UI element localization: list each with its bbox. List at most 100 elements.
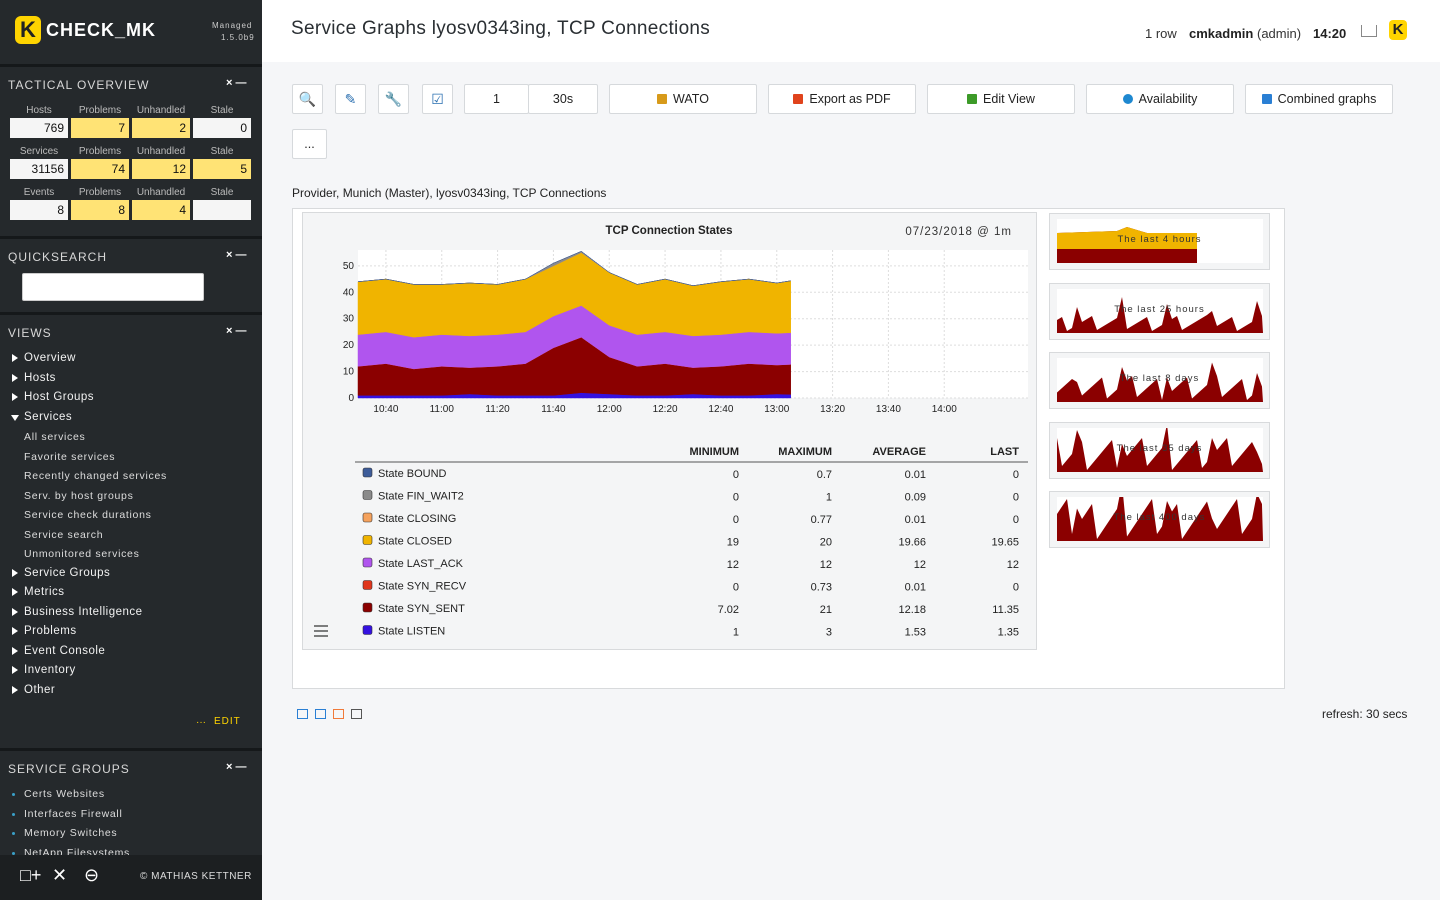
tactical-value[interactable]: 8 xyxy=(10,200,68,220)
logo-icon: K xyxy=(15,16,41,44)
service-group[interactable]: Interfaces Firewall xyxy=(24,807,123,820)
view-item[interactable]: Host Groups xyxy=(24,391,95,403)
button-label: Edit View xyxy=(983,92,1035,106)
thumbnail[interactable]: The last 4 hours xyxy=(1049,213,1270,270)
arrow-closed xyxy=(12,646,18,655)
k-logo[interactable]: K xyxy=(1389,20,1407,40)
icon-button[interactable]: 🔍 xyxy=(292,84,323,114)
x-tick-label: 11:40 xyxy=(541,404,566,415)
thumbnail[interactable]: The last 25 hours xyxy=(1049,282,1270,340)
thumbnail[interactable]: The last 400 days xyxy=(1049,491,1270,548)
icon-button[interactable]: ☑ xyxy=(422,84,453,114)
arrow-closed xyxy=(12,354,18,362)
view-item[interactable]: Hosts xyxy=(24,371,56,384)
tactical-value[interactable]: 8 xyxy=(71,200,129,220)
view-subitem[interactable]: Service search xyxy=(24,528,104,541)
thumbnail-graph xyxy=(1057,427,1263,472)
stat-value: 19 xyxy=(727,537,739,549)
stat-value: 0 xyxy=(733,514,739,526)
close-button[interactable]: × — xyxy=(226,761,247,773)
legend-name: State CLOSED xyxy=(378,536,452,548)
y-tick-label: 0 xyxy=(348,393,354,404)
role: (admin) xyxy=(1257,26,1302,41)
edit-dots: ··· xyxy=(196,717,206,728)
arrow-open xyxy=(11,414,19,421)
view-item[interactable]: Problems xyxy=(24,625,77,637)
header xyxy=(262,0,1440,62)
bullet xyxy=(12,832,15,835)
footer-icon[interactable]: ✕ xyxy=(52,865,68,885)
sidebar-section: VIEWS × — Overview Hosts Host Groups Services… xyxy=(0,312,262,743)
view-icon[interactable] xyxy=(297,709,308,719)
stat-value: 0.09 xyxy=(905,492,926,504)
view-subitem[interactable]: Recently changed services xyxy=(24,470,167,482)
view-subitem[interactable]: Serv. by host groups xyxy=(24,489,134,502)
close-button[interactable]: × — xyxy=(226,325,247,337)
view-item[interactable]: Services xyxy=(24,410,73,423)
service-group[interactable]: Memory Switches xyxy=(24,827,118,839)
thumbnail-graph xyxy=(1057,358,1263,402)
view-icon[interactable] xyxy=(315,709,326,719)
view-item[interactable]: Overview xyxy=(24,352,76,364)
arrow-closed xyxy=(12,666,18,674)
count-field[interactable]: 1 xyxy=(464,84,529,114)
view-icon[interactable] xyxy=(333,709,344,719)
close-button[interactable]: × — xyxy=(226,77,247,89)
legend-swatch xyxy=(362,557,373,568)
tactical-label: Services xyxy=(19,146,59,157)
quicksearch-input[interactable] xyxy=(22,273,204,301)
edit-link[interactable]: EDIT xyxy=(214,716,241,727)
toolbar-button[interactable]: WATO xyxy=(609,84,757,114)
footer-icon[interactable]: □+ xyxy=(20,865,42,885)
view-item[interactable]: Metrics xyxy=(24,586,65,598)
tactical-value[interactable]: 31156 xyxy=(10,159,68,179)
column-header: MAXIMUM xyxy=(778,446,832,458)
y-tick-label: 30 xyxy=(343,314,355,325)
view-item[interactable]: Inventory xyxy=(24,664,76,676)
bullet xyxy=(12,812,15,816)
x-tick-label: 13:00 xyxy=(764,404,789,415)
stat-value: 19.66 xyxy=(898,537,926,549)
footer-icon[interactable]: ⊖ xyxy=(84,865,100,885)
tactical-value[interactable]: 4 xyxy=(132,200,190,220)
toolbar-button[interactable]: Export as PDF xyxy=(768,84,916,114)
thumbnail-area xyxy=(1057,427,1263,472)
tactical-value[interactable]: 7 xyxy=(71,118,129,138)
view-subitem[interactable]: All services xyxy=(24,431,86,443)
service-group[interactable]: Certs Websites xyxy=(24,788,105,800)
tactical-value[interactable]: 5 xyxy=(193,159,251,179)
view-item[interactable]: Business Intelligence xyxy=(24,605,143,618)
close-button[interactable]: × — xyxy=(226,249,247,261)
view-item[interactable]: Event Console xyxy=(24,644,106,657)
thumbnail-area xyxy=(1057,227,1197,249)
thumbnail-label: The last 4 hours xyxy=(1117,234,1202,245)
tactical-value[interactable] xyxy=(193,200,251,220)
icon-button[interactable]: ✎ xyxy=(335,84,366,114)
toolbar-button[interactable]: Availability xyxy=(1086,84,1234,114)
view-subitem[interactable]: Unmonitored services xyxy=(24,548,140,560)
view-item[interactable]: Other xyxy=(24,683,56,696)
view-subitem[interactable]: Service check durations xyxy=(24,509,152,521)
thumbnail[interactable]: The last 8 days xyxy=(1049,352,1270,409)
tactical-value[interactable]: 12 xyxy=(132,159,190,179)
book-icon[interactable] xyxy=(1361,25,1377,37)
tactical-value[interactable]: 769 xyxy=(10,118,68,138)
legend-swatch xyxy=(362,467,373,478)
view-icon[interactable] xyxy=(351,709,362,719)
toolbar-button[interactable]: Edit View xyxy=(927,84,1075,114)
tactical-label: Unhandled xyxy=(136,187,186,198)
tactical-value[interactable]: 0 xyxy=(193,118,251,138)
x-tick-label: 11:20 xyxy=(485,404,510,415)
thumbnail[interactable]: The last 35 days xyxy=(1049,421,1270,479)
tactical-value[interactable]: 2 xyxy=(132,118,190,138)
refresh-field[interactable]: 30s xyxy=(528,84,598,114)
button-icon xyxy=(1261,94,1272,104)
view-subitem[interactable]: Favorite services xyxy=(24,450,116,463)
tactical-value[interactable]: 74 xyxy=(71,159,129,179)
toolbar-button[interactable]: Combined graphs xyxy=(1245,84,1393,114)
legend-swatch xyxy=(362,625,373,635)
more-button[interactable]: ... xyxy=(292,129,327,159)
view-item[interactable]: Service Groups xyxy=(24,566,111,579)
icon-button[interactable]: 🔧 xyxy=(378,84,409,114)
thumbnail-area xyxy=(1057,497,1263,541)
